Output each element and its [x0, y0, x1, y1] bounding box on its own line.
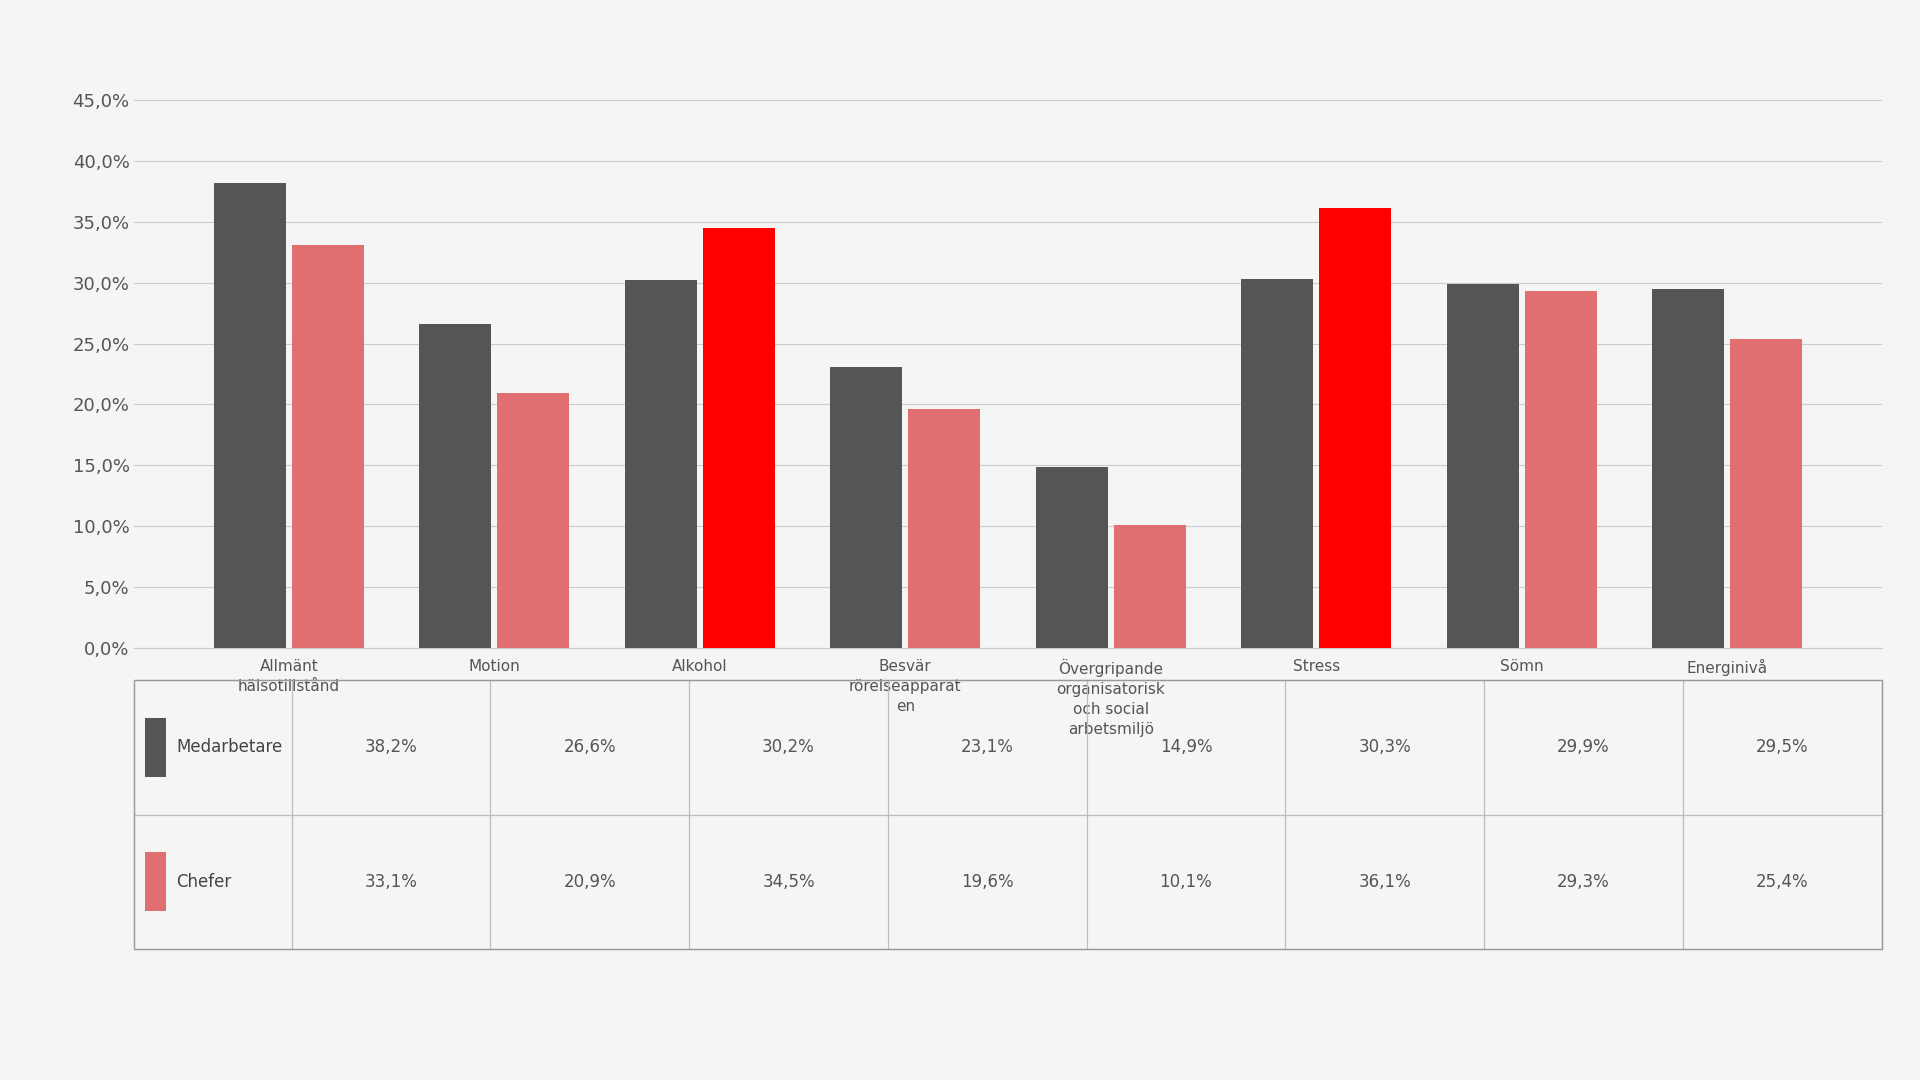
Text: Medarbetare: Medarbetare — [177, 739, 282, 756]
Text: Energinivå: Energinivå — [1686, 660, 1768, 676]
Bar — [1087, 680, 1284, 814]
Bar — [1682, 814, 1882, 948]
Text: 14,9%: 14,9% — [1160, 739, 1212, 756]
Bar — [689, 680, 887, 814]
Bar — [689, 814, 887, 948]
Text: Chefer: Chefer — [177, 873, 232, 891]
Bar — [134, 814, 292, 948]
Bar — [419, 324, 492, 648]
Bar — [134, 680, 292, 814]
Text: 29,5%: 29,5% — [1757, 739, 1809, 756]
Bar — [292, 245, 363, 648]
Text: 33,1%: 33,1% — [365, 873, 417, 891]
Text: Allmänt
hälsotillstånd: Allmänt hälsotillstånd — [238, 660, 340, 694]
Bar — [490, 680, 689, 814]
Bar — [292, 680, 490, 814]
Text: 29,9%: 29,9% — [1557, 739, 1609, 756]
Bar — [1114, 525, 1187, 648]
Bar — [1653, 288, 1724, 648]
Text: 25,4%: 25,4% — [1757, 873, 1809, 891]
Text: Övergripande
organisatorisk
och social
arbetsmiljö: Övergripande organisatorisk och social a… — [1056, 660, 1165, 737]
Bar — [1284, 814, 1484, 948]
Text: 10,1%: 10,1% — [1160, 873, 1212, 891]
Bar — [1284, 680, 1484, 814]
Text: 23,1%: 23,1% — [960, 739, 1014, 756]
Bar — [144, 852, 165, 910]
Bar — [1319, 208, 1392, 648]
Text: Stress: Stress — [1292, 660, 1340, 674]
Bar — [497, 393, 570, 648]
Bar — [908, 409, 981, 648]
Bar — [1087, 814, 1284, 948]
Text: 30,2%: 30,2% — [762, 739, 814, 756]
Text: 36,1%: 36,1% — [1357, 873, 1411, 891]
Text: Motion: Motion — [468, 660, 520, 674]
Bar — [144, 718, 165, 777]
Bar — [1730, 339, 1803, 648]
Bar — [213, 183, 286, 648]
Bar — [490, 814, 689, 948]
Bar — [1682, 680, 1882, 814]
Text: 20,9%: 20,9% — [563, 873, 616, 891]
Text: 38,2%: 38,2% — [365, 739, 417, 756]
Text: Alkohol: Alkohol — [672, 660, 728, 674]
Text: Sömn: Sömn — [1500, 660, 1544, 674]
Bar — [829, 367, 902, 648]
Bar — [624, 280, 697, 648]
Bar — [1484, 680, 1682, 814]
Bar — [1484, 814, 1682, 948]
Bar — [887, 680, 1087, 814]
Bar — [1240, 279, 1313, 648]
Bar — [1035, 467, 1108, 648]
Text: 34,5%: 34,5% — [762, 873, 814, 891]
Bar — [1524, 292, 1597, 648]
Bar — [887, 814, 1087, 948]
Bar — [703, 228, 776, 648]
Bar — [1446, 284, 1519, 648]
Bar — [292, 814, 490, 948]
Text: 29,3%: 29,3% — [1557, 873, 1609, 891]
Text: 26,6%: 26,6% — [563, 739, 616, 756]
Text: 19,6%: 19,6% — [960, 873, 1014, 891]
Text: 30,3%: 30,3% — [1357, 739, 1411, 756]
Text: Besvär
rörelseapparat
en: Besvär rörelseapparat en — [849, 660, 962, 714]
